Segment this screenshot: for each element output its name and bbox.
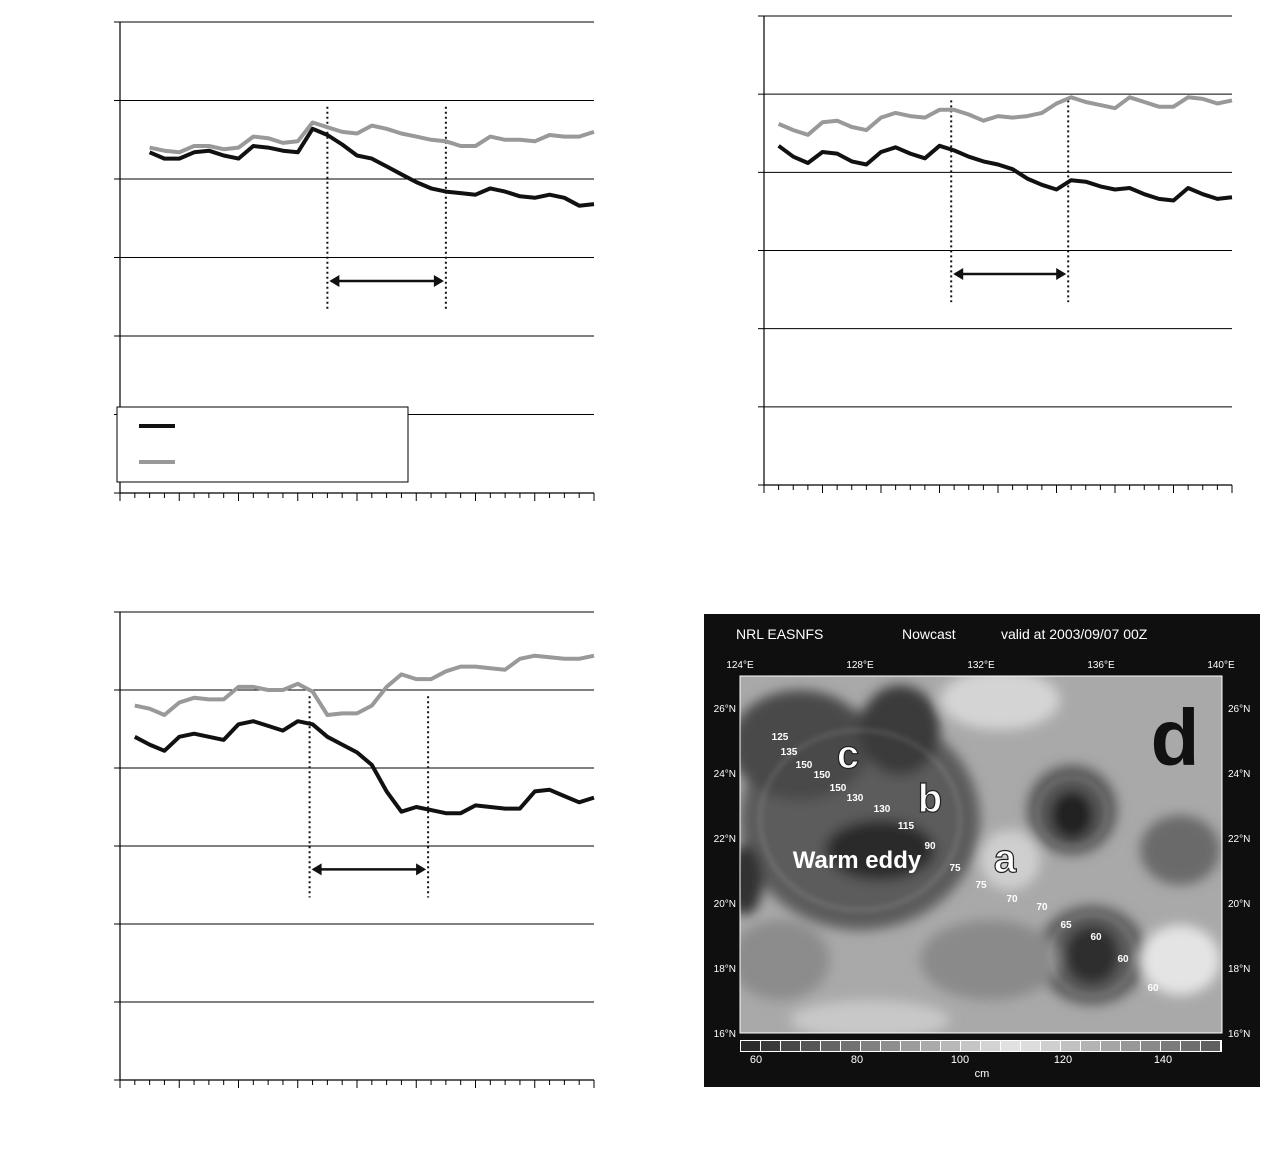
lat-label-right-20: 20°N — [1228, 899, 1250, 910]
tc-arrow-head-right — [433, 275, 444, 288]
contour-label: 90 — [924, 841, 936, 852]
contour-label: 60 — [1117, 954, 1129, 965]
lat-label-right-24: 24°N — [1228, 769, 1250, 780]
colorbar — [740, 1040, 1222, 1052]
contour-label: 75 — [975, 880, 987, 891]
panel-letter-d: d — [1151, 693, 1200, 782]
colorbar-cell — [981, 1041, 1000, 1051]
colorbar-cell — [1181, 1041, 1200, 1051]
colorbar-cell — [881, 1041, 900, 1051]
colorbar-tick-60: 60 — [750, 1054, 762, 1066]
colorbar-cell — [1161, 1041, 1180, 1051]
tc-arrow-head-right — [1056, 267, 1067, 280]
contour-label: 70 — [1006, 894, 1018, 905]
series-line-mixing — [133, 719, 595, 816]
lat-label-left-16: 16°N — [714, 1029, 736, 1040]
contour-label: 150 — [796, 760, 813, 771]
lon-label-136: 136°E — [1087, 660, 1115, 671]
colorbar-cell — [801, 1041, 820, 1051]
contour-label: 130 — [874, 804, 891, 815]
colorbar-cell — [901, 1041, 920, 1051]
colorbar-cell — [1101, 1041, 1120, 1051]
tc-arrow-head-left — [329, 275, 340, 288]
contour-label: 70 — [1036, 902, 1048, 913]
colorbar-cell — [1001, 1041, 1020, 1051]
map-panel-d: NRL EASNFS Nowcast valid at 2003/09/07 0… — [704, 614, 1260, 1087]
map-title-type: Nowcast — [902, 626, 956, 642]
colorbar-cell — [961, 1041, 980, 1051]
colorbar-cell — [861, 1041, 880, 1051]
contour-label: 130 — [847, 793, 864, 804]
feature-letter-b: b — [918, 777, 942, 821]
lat-label-right-22: 22°N — [1228, 834, 1250, 845]
colorbar-tick-120: 120 — [1054, 1054, 1072, 1066]
series-line-no-mixing — [149, 120, 595, 155]
map-title-source: NRL EASNFS — [736, 626, 823, 642]
colorbar-cell — [821, 1041, 840, 1051]
lat-label-left-24: 24°N — [714, 769, 736, 780]
colorbar-cell — [1021, 1041, 1040, 1051]
contour-label: 150 — [830, 783, 847, 794]
colorbar-cell — [1121, 1041, 1140, 1051]
contour-label: 115 — [898, 821, 915, 832]
lat-label-left-22: 22°N — [714, 834, 736, 845]
chart-panel-a — [114, 21, 595, 501]
contour-label: 135 — [781, 747, 798, 758]
legend-box — [116, 406, 409, 483]
colorbar-cell — [1041, 1041, 1060, 1051]
lon-label-132: 132°E — [967, 660, 995, 671]
lat-label-left-20: 20°N — [714, 899, 736, 910]
contour-label: 60 — [1090, 932, 1102, 943]
map-frame — [739, 675, 1223, 1034]
contour-label: 60 — [1147, 983, 1159, 994]
contour-label: 75 — [949, 863, 961, 874]
colorbar-cell — [1061, 1041, 1080, 1051]
lon-label-140: 140°E — [1207, 660, 1235, 671]
chart-panel-c — [114, 611, 595, 1088]
lat-label-left-26: 26°N — [714, 704, 736, 715]
colorbar-cell — [1141, 1041, 1160, 1051]
contour-value-labels: 125 135 150 150 150 130 130 115 90 75 75… — [772, 732, 1159, 994]
lat-label-right-16: 16°N — [1228, 1029, 1250, 1040]
map-title-valid: valid at 2003/09/07 00Z — [1001, 626, 1148, 642]
contour-label: 125 — [772, 732, 789, 743]
colorbar-tick-100: 100 — [951, 1054, 969, 1066]
tc-arrow-head-left — [311, 863, 322, 876]
colorbar-tick-80: 80 — [851, 1054, 863, 1066]
sea-surface-height-field — [740, 676, 1222, 1033]
contour-label: 150 — [814, 770, 831, 781]
series-line-no-mixing — [777, 95, 1233, 137]
warm-eddy-label: Warm eddy — [793, 847, 922, 874]
colorbar-cell — [761, 1041, 780, 1051]
feature-letter-c: c — [837, 733, 859, 777]
series-line-no-mixing — [134, 653, 595, 717]
series-line-mixing — [148, 126, 595, 208]
colorbar-cell — [1201, 1041, 1220, 1051]
tc-arrow-head-left — [953, 267, 964, 280]
colorbar-cell — [941, 1041, 960, 1051]
lat-label-right-18: 18°N — [1228, 964, 1250, 975]
colorbar-cell — [741, 1041, 760, 1051]
colorbar-unit: cm — [975, 1068, 990, 1080]
series-line-mixing — [777, 143, 1233, 203]
lon-label-124: 124°E — [726, 660, 754, 671]
colorbar-cell — [841, 1041, 860, 1051]
colorbar-cell — [1081, 1041, 1100, 1051]
colorbar-tick-140: 140 — [1154, 1054, 1172, 1066]
colorbar-cell — [781, 1041, 800, 1051]
feature-letter-a: a — [994, 837, 1017, 881]
colorbar-cell — [921, 1041, 940, 1051]
lat-label-left-18: 18°N — [714, 964, 736, 975]
lat-label-right-26: 26°N — [1228, 704, 1250, 715]
contour-label: 65 — [1060, 920, 1072, 931]
tc-arrow-head-right — [416, 863, 427, 876]
lon-label-128: 128°E — [846, 660, 874, 671]
chart-panel-b — [758, 15, 1233, 493]
